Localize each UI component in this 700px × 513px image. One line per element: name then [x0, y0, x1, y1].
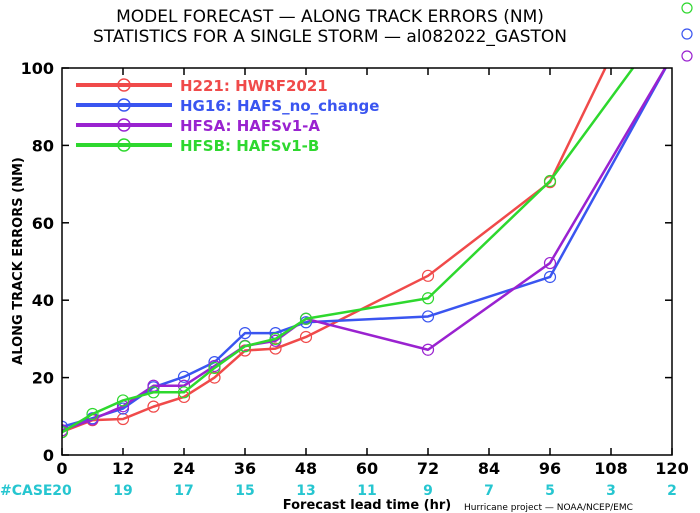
y-tick-label: 20 [32, 369, 54, 388]
series-point-3 [208, 361, 221, 375]
y-axis-label: ALONG TRACK ERRORS (NM) [11, 157, 26, 365]
legend-entry: HG16: HAFS_no_change [180, 97, 379, 115]
case-count: 7 [484, 483, 494, 499]
series-point-3 [421, 292, 435, 305]
series-point-3 [238, 340, 252, 353]
series-point-3 [86, 407, 99, 421]
case-count: 2 [667, 483, 677, 499]
y-tick-label: 40 [32, 291, 54, 310]
legend-swatch-marker [117, 78, 131, 92]
x-tick-label: 12 [112, 459, 134, 478]
legend-swatch-marker [117, 98, 131, 112]
x-tick-label: 48 [295, 459, 317, 478]
legend-entry: HFSB: HAFSv1-B [180, 137, 319, 155]
x-axis-label: Forecast lead time (hr) [283, 498, 451, 513]
corner-marker-green [681, 2, 693, 14]
credit-text: Hurricane project — NOAA/NCEP/EMC [464, 503, 633, 513]
x-tick-label: 108 [594, 459, 627, 478]
case-count: 20 [52, 483, 72, 499]
x-tick-label: 84 [478, 459, 500, 478]
chart-title-line2: STATISTICS FOR A SINGLE STORM — al082022… [93, 27, 567, 47]
series-point-2 [421, 343, 435, 356]
case-count: 9 [423, 483, 433, 499]
case-label: #CASE [0, 483, 53, 499]
legend-entry: HFSA: HAFSv1-A [180, 117, 320, 135]
series-point-3 [543, 174, 557, 188]
corner-marker-purple [681, 50, 693, 62]
case-count: 19 [113, 483, 132, 499]
y-tick-label: 100 [21, 59, 54, 78]
case-count: 15 [235, 483, 254, 499]
series-point-0 [421, 269, 435, 282]
x-tick-label: 96 [539, 459, 561, 478]
series-point-3 [147, 386, 160, 399]
series-point-3 [62, 426, 69, 439]
chart-title-line1: MODEL FORECAST — ALONG TRACK ERRORS (NM) [116, 7, 544, 27]
series-point-1 [177, 370, 191, 383]
series-point-3 [299, 312, 313, 325]
series-point-1 [62, 420, 69, 433]
corner-marker-blue [681, 28, 693, 40]
case-count: 13 [296, 483, 315, 499]
series-point-2 [543, 256, 557, 270]
y-tick-label: 0 [43, 446, 54, 465]
series-point-3 [177, 386, 191, 399]
case-count: 5 [545, 483, 555, 499]
series-point-1 [421, 310, 435, 323]
legend-entry: H221: HWRF2021 [180, 77, 328, 95]
case-count: 11 [357, 483, 376, 499]
series-point-1 [238, 326, 252, 340]
legend-swatch-marker [117, 118, 131, 132]
series-point-0 [208, 371, 221, 384]
x-tick-label: 120 [655, 459, 688, 478]
y-tick-label: 80 [32, 136, 54, 155]
series-point-1 [543, 270, 557, 284]
case-count: 3 [606, 483, 616, 499]
series-point-3 [116, 394, 130, 407]
series-point-3 [269, 332, 282, 345]
y-tick-label: 60 [32, 214, 54, 233]
x-tick-label: 24 [173, 459, 195, 478]
legend-swatch-marker [117, 138, 131, 152]
x-tick-label: 0 [56, 459, 67, 478]
x-tick-label: 36 [234, 459, 256, 478]
series-point-0 [147, 400, 160, 413]
x-tick-label: 60 [356, 459, 378, 478]
case-count: 17 [174, 483, 193, 499]
series-point-0 [269, 342, 282, 355]
series-point-0 [299, 330, 313, 344]
x-tick-label: 72 [417, 459, 439, 478]
